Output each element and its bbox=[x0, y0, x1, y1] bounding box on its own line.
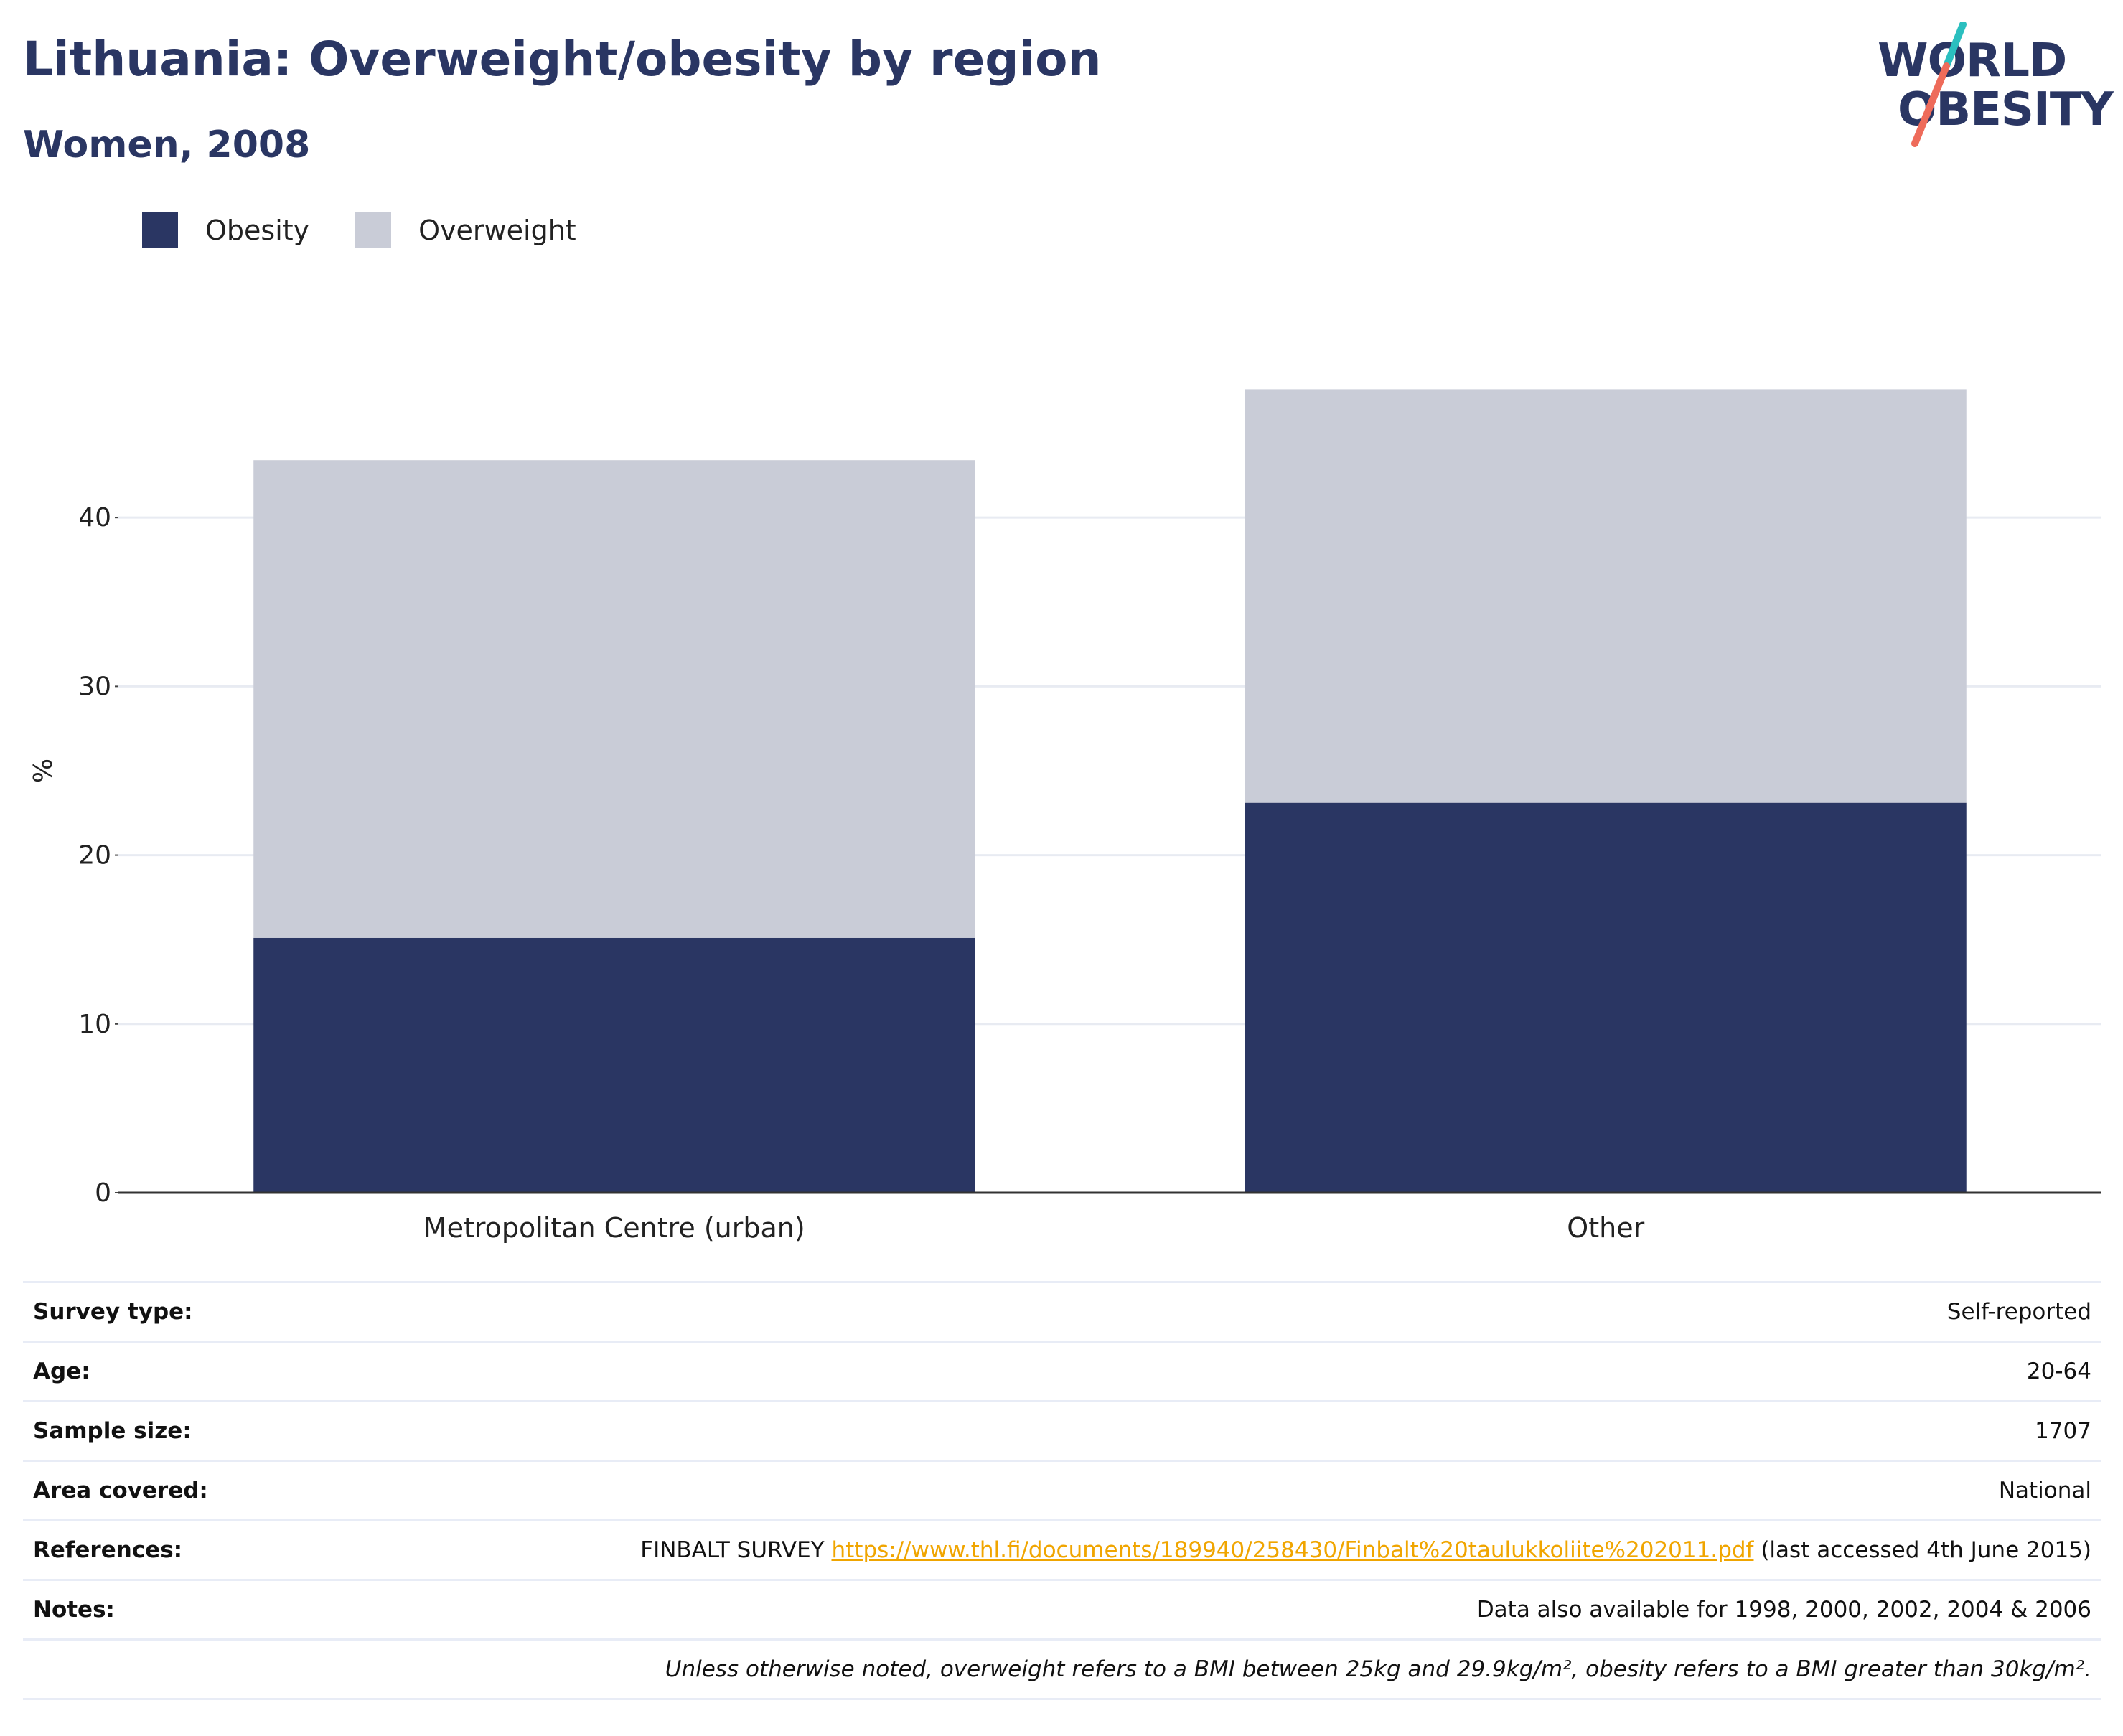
info-row-area-covered: Area covered: National bbox=[23, 1460, 2101, 1521]
survey-info-table: Survey type: Self-reported Age: 20-64 Sa… bbox=[23, 1281, 2101, 1700]
info-key: Age: bbox=[33, 1359, 90, 1384]
bar-obesity-2 bbox=[1245, 802, 1967, 1193]
bar-overweight-2 bbox=[1245, 389, 1967, 803]
info-value: 1707 bbox=[2035, 1418, 2091, 1444]
y-tick-label: 20 bbox=[78, 841, 111, 871]
legend-item-obesity[interactable]: Obesity bbox=[142, 212, 309, 248]
info-key: Notes: bbox=[33, 1597, 115, 1623]
logo-slash-icon bbox=[1911, 22, 1967, 147]
bmi-footnote: Unless otherwise noted, overweight refer… bbox=[665, 1656, 2091, 1682]
info-value: Self-reported bbox=[1946, 1299, 2091, 1325]
info-row-age: Age: 20-64 bbox=[23, 1341, 2101, 1402]
info-value: 20-64 bbox=[2026, 1359, 2091, 1384]
chart-subtitle: Women, 2008 bbox=[23, 123, 311, 166]
info-row-survey-type: Survey type: Self-reported bbox=[23, 1282, 2101, 1342]
y-tick-label: 30 bbox=[78, 672, 111, 701]
x-category-label: Metropolitan Centre (urban) bbox=[423, 1212, 805, 1244]
logo-text-world: WORLD bbox=[1878, 34, 2067, 88]
chart-legend: Obesity Overweight bbox=[142, 212, 622, 248]
legend-item-overweight[interactable]: Overweight bbox=[355, 212, 576, 248]
info-row-sample-size: Sample size: 1707 bbox=[23, 1401, 2101, 1461]
info-row-footnote: Unless otherwise noted, overweight refer… bbox=[23, 1639, 2101, 1699]
y-axis-label: % bbox=[29, 759, 58, 783]
y-tick-label: 40 bbox=[78, 503, 111, 532]
info-row-notes: Notes: Data also available for 1998, 200… bbox=[23, 1580, 2101, 1640]
y-tick-label: 0 bbox=[95, 1178, 111, 1208]
legend-swatch-obesity bbox=[142, 212, 178, 248]
x-category-label: Other bbox=[1567, 1212, 1644, 1244]
y-tick-label: 10 bbox=[78, 1010, 111, 1039]
info-key: Area covered: bbox=[33, 1478, 208, 1503]
bar-overweight-1 bbox=[253, 460, 975, 938]
bar-obesity-1 bbox=[253, 937, 975, 1193]
info-row-references: References: FINBALT SURVEY https://www.t… bbox=[23, 1520, 2101, 1580]
legend-label-obesity: Obesity bbox=[205, 215, 310, 246]
info-value: FINBALT SURVEY https://www.thl.fi/docume… bbox=[266, 1521, 2101, 1580]
stacked-bar-chart: 0 10 20 30 40% Metropolitan Centre (urban) Oth… bbox=[29, 389, 2101, 1244]
info-key: References: bbox=[33, 1537, 183, 1563]
info-key: Survey type: bbox=[33, 1299, 193, 1325]
info-key-empty bbox=[23, 1640, 266, 1699]
info-value: National bbox=[1998, 1478, 2091, 1503]
reference-prefix: FINBALT SURVEY bbox=[640, 1537, 832, 1563]
reference-suffix: (last accessed 4th June 2015) bbox=[1753, 1537, 2091, 1563]
legend-label-overweight: Overweight bbox=[418, 215, 576, 246]
info-key: Sample size: bbox=[33, 1418, 192, 1444]
chart-title: Lithuania: Overweight/obesity by region bbox=[23, 32, 1102, 87]
info-value: Data also available for 1998, 2000, 2002… bbox=[1476, 1597, 2091, 1623]
legend-swatch-overweight bbox=[355, 212, 392, 248]
world-obesity-logo: WORLD OBESITY bbox=[1866, 22, 2114, 158]
reference-link[interactable]: https://www.thl.fi/documents/189940/2584… bbox=[831, 1537, 1754, 1563]
